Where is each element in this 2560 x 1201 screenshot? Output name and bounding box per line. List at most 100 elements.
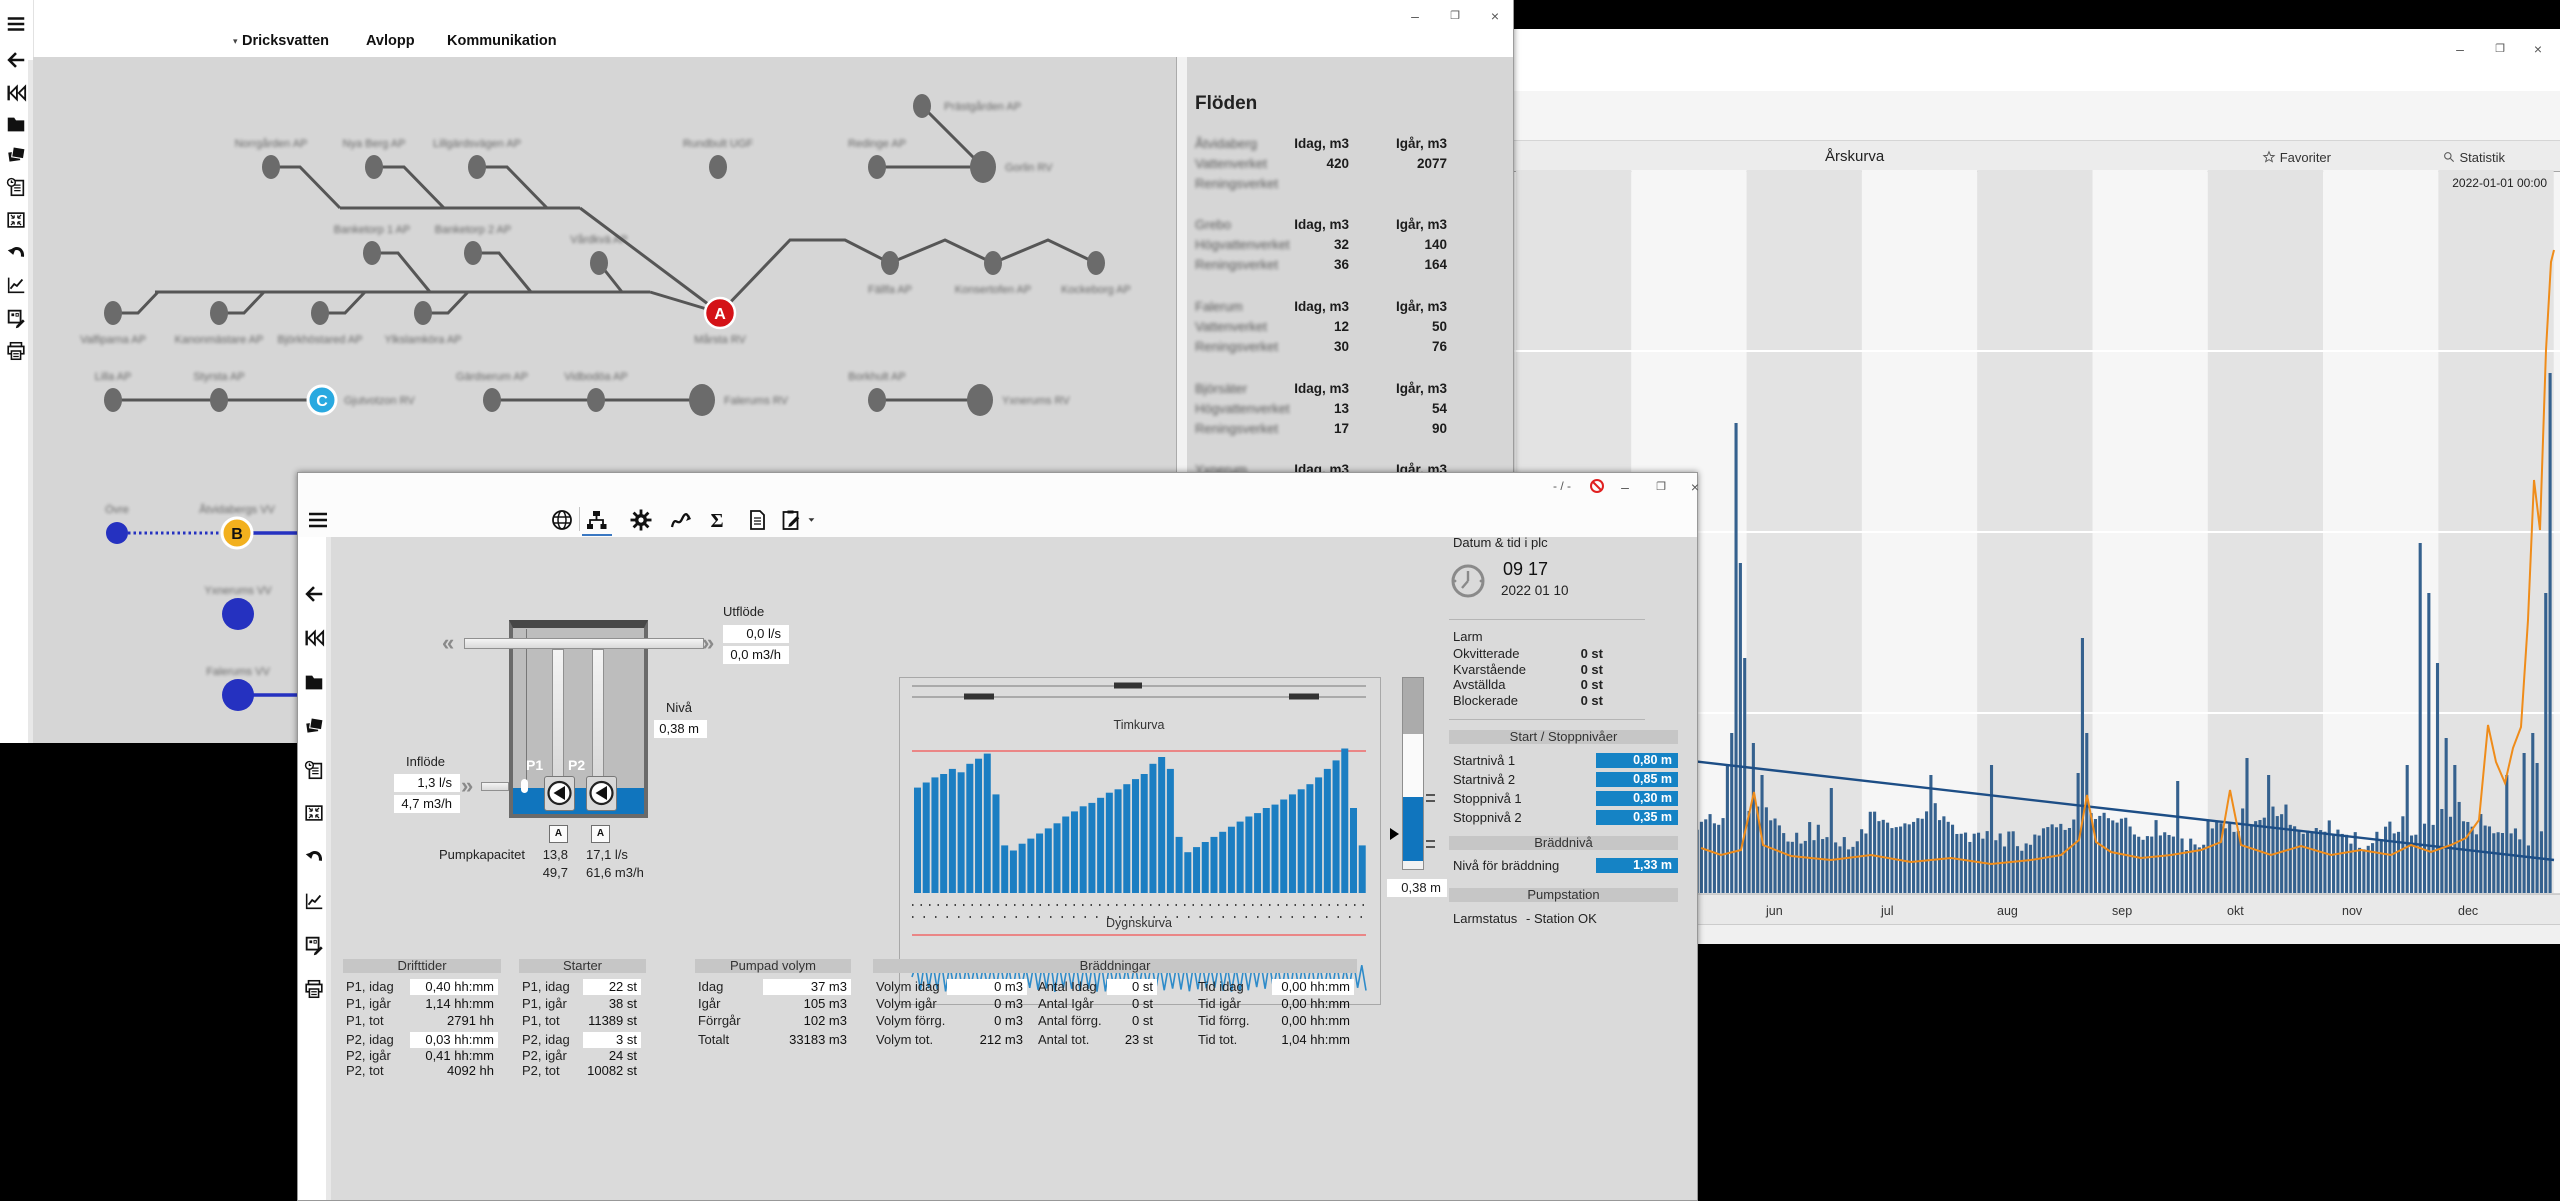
station-node[interactable]: [468, 155, 486, 179]
form-edit-icon[interactable]: [303, 934, 325, 956]
menu-kommunikation[interactable]: Kommunikation: [447, 33, 557, 49]
time-scroll-thumb[interactable]: [1114, 682, 1142, 689]
caret-down-icon[interactable]: [805, 513, 819, 527]
arskurva-bar: [2102, 812, 2106, 893]
station-node[interactable]: [913, 94, 931, 118]
close-icon[interactable]: ×: [2533, 41, 2543, 57]
station-node[interactable]: [587, 388, 605, 412]
fit-screen-icon[interactable]: [303, 802, 325, 824]
station-node[interactable]: [868, 388, 886, 412]
minimize-icon[interactable]: –: [2456, 41, 2464, 57]
time-scroll-thumb2[interactable]: [964, 693, 994, 700]
station-node[interactable]: [1087, 251, 1105, 275]
station-node[interactable]: [210, 388, 228, 412]
folder-icon[interactable]: [303, 671, 325, 693]
undo-icon[interactable]: [303, 846, 325, 868]
station-node[interactable]: [868, 155, 886, 179]
trend-icon[interactable]: [5, 274, 27, 296]
report-clock-icon[interactable]: [303, 759, 325, 781]
globe-icon[interactable]: [550, 508, 574, 532]
restore-icon[interactable]: ❐: [1656, 481, 1666, 493]
skip-start-icon[interactable]: [303, 627, 325, 649]
trend-icon[interactable]: [303, 890, 325, 912]
pump-p2[interactable]: [586, 776, 617, 811]
restore-icon[interactable]: ❐: [2495, 43, 2505, 55]
restore-icon[interactable]: ❐: [1450, 10, 1460, 22]
menu-dricksvatten[interactable]: Dricksvatten: [242, 33, 330, 49]
station-node-blue[interactable]: [106, 522, 128, 544]
pump-p1[interactable]: [544, 776, 575, 811]
fit-screen-icon[interactable]: [5, 209, 27, 231]
printer-icon[interactable]: [5, 340, 27, 362]
station-node[interactable]: [363, 241, 381, 265]
station-node[interactable]: [210, 301, 228, 325]
menu-caret-icon[interactable]: ▾: [233, 36, 238, 46]
station-node-large[interactable]: [689, 384, 715, 416]
menu-avlopp[interactable]: Avlopp: [366, 33, 415, 49]
menu-icon[interactable]: [5, 13, 27, 35]
minimize-icon[interactable]: –: [1411, 8, 1419, 24]
close-icon[interactable]: ×: [1490, 8, 1500, 24]
folder-icon[interactable]: [5, 113, 27, 135]
station-node[interactable]: [104, 388, 122, 412]
gear-icon[interactable]: [629, 508, 653, 532]
network-edge: [889, 238, 994, 265]
bradd-value[interactable]: 1,33 m: [1596, 858, 1678, 873]
printer-icon[interactable]: [303, 978, 325, 1000]
images-icon[interactable]: [5, 144, 27, 166]
station-node[interactable]: [414, 301, 432, 325]
sigma-icon[interactable]: Σ: [705, 508, 729, 532]
pumpstation-titlebar[interactable]: - / - – ❐ ×: [298, 473, 1699, 501]
curve-icon[interactable]: [669, 508, 693, 532]
time-scroll-thumb3[interactable]: [1289, 693, 1319, 700]
sitemap-icon[interactable]: [585, 508, 609, 532]
station-node-large[interactable]: [967, 384, 993, 416]
station-node[interactable]: [709, 155, 727, 179]
pump1-auto-button[interactable]: A: [549, 825, 568, 843]
station-node-large[interactable]: [970, 151, 996, 183]
station-node-B[interactable]: [220, 516, 254, 550]
arskurva-bar: [1712, 823, 1716, 893]
statistik-button[interactable]: Statistik: [2442, 148, 2505, 165]
station-node[interactable]: [311, 301, 329, 325]
level-slider[interactable]: [1402, 677, 1424, 870]
close-icon[interactable]: ×: [1690, 479, 1700, 495]
pump2-auto-button[interactable]: A: [591, 825, 610, 843]
favoriter-button[interactable]: Favoriter: [2262, 148, 2331, 165]
level-setpoint-value[interactable]: 0,30 m: [1596, 791, 1678, 806]
timkurva-panel[interactable]: Timkurva Dygnskurva: [899, 677, 1381, 1005]
back-icon[interactable]: [5, 49, 27, 71]
arskurva-titlebar[interactable]: – ❐ ×: [1514, 29, 2560, 91]
level-setpoint-value[interactable]: 0,85 m: [1596, 772, 1678, 787]
menu-icon[interactable]: [306, 508, 330, 532]
station-node[interactable]: [590, 251, 608, 275]
minimize-icon[interactable]: –: [1621, 479, 1629, 495]
station-node-C[interactable]: [306, 384, 338, 416]
station-node[interactable]: [464, 241, 482, 265]
station-node-blue[interactable]: [222, 679, 254, 711]
skip-start-icon[interactable]: [5, 82, 27, 104]
undo-icon[interactable]: [5, 242, 27, 264]
sidebar-scroll-strip[interactable]: [326, 537, 331, 1200]
form-edit-icon[interactable]: [5, 307, 27, 329]
station-node[interactable]: [365, 155, 383, 179]
document-icon[interactable]: [745, 508, 769, 532]
sidebar-scroll-strip[interactable]: [28, 60, 33, 743]
station-node[interactable]: [104, 301, 122, 325]
station-node[interactable]: [262, 155, 280, 179]
clipboard-edit-icon[interactable]: [779, 508, 803, 532]
station-node[interactable]: [984, 251, 1002, 275]
arskurva-bar: [2483, 825, 2487, 893]
timkurva-bar: [992, 794, 1000, 893]
station-node-blue[interactable]: [222, 598, 254, 630]
station-node[interactable]: [881, 251, 899, 275]
images-icon[interactable]: [303, 715, 325, 737]
network-titlebar[interactable]: ▾ Dricksvatten Avlopp Kommunikation – ❐ …: [0, 0, 1513, 57]
level-setpoint-value[interactable]: 0,80 m: [1596, 753, 1678, 768]
level-pointer-icon[interactable]: [1390, 828, 1399, 840]
station-node-A[interactable]: [703, 296, 737, 330]
level-setpoint-value[interactable]: 0,35 m: [1596, 810, 1678, 825]
back-icon[interactable]: [303, 583, 325, 605]
station-node[interactable]: [483, 388, 501, 412]
report-clock-icon[interactable]: [5, 176, 27, 198]
